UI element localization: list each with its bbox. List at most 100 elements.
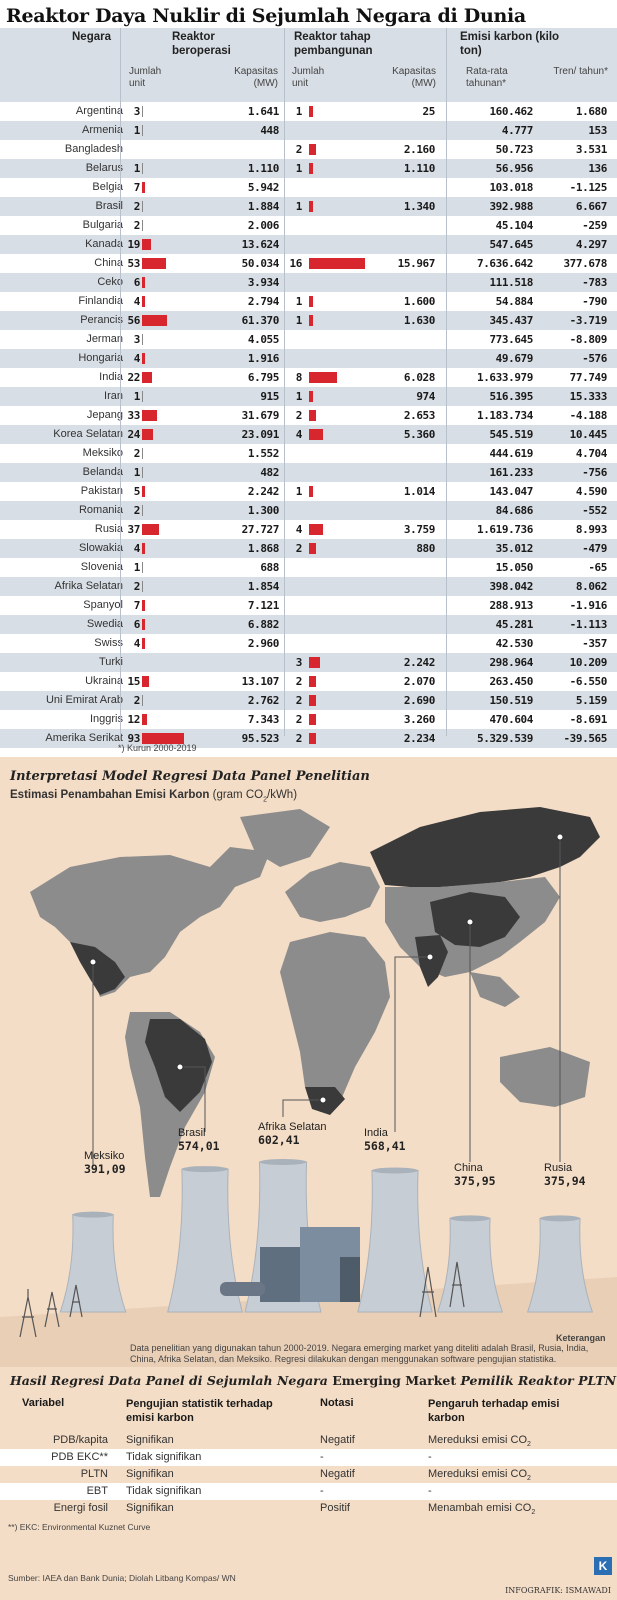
con-capacity: 1.340 (403, 200, 436, 213)
map-africa (280, 932, 390, 1112)
con-capacity: 15.967 (397, 257, 436, 270)
op-units: 6 (133, 618, 141, 631)
con-units: 2 (295, 713, 303, 726)
emission-average: 1.633.979 (476, 371, 533, 384)
model-heading: Interpretasi Model Regresi Data Panel Pe… (10, 769, 370, 784)
op-capacity: 61.370 (241, 314, 280, 327)
con-capacity: 1.600 (403, 295, 436, 308)
con-units-bar (309, 543, 316, 554)
con-units-bar (309, 201, 313, 212)
op-units: 53 (127, 257, 141, 270)
con-units-bar (309, 695, 316, 706)
emission-trend: 3.531 (575, 143, 608, 156)
op-capacity: 482 (260, 466, 279, 479)
op-units-bar (142, 296, 145, 307)
op-units: 2 (133, 580, 141, 593)
op-capacity: 1.884 (247, 200, 280, 213)
table-row: Amerika Serikat 93 95.523 2 2.234 5.329.539 -3… (0, 729, 617, 748)
emission-trend: 10.445 (569, 428, 608, 441)
header-operating: Reaktor beroperasi (172, 31, 231, 57)
emission-average: 392.988 (489, 200, 533, 213)
regression-footnote: **) EKC: Environmental Kuznet Curve (8, 1522, 151, 1532)
table-row: Ceko 6 3.934 111.518 -783 (0, 273, 617, 292)
source-text: Sumber: IAEA dan Bank Dunia; Diolah Litb… (8, 1573, 236, 1583)
table-row: Iran 1 915 1 974 516.395 15.333 (0, 387, 617, 406)
header-country: Negara (72, 31, 111, 43)
table-row: Argentina 3 1.641 1 25 160.462 1.680 (0, 102, 617, 121)
con-capacity: 6.028 (403, 371, 436, 384)
op-capacity: 27.727 (241, 523, 280, 536)
emission-average: 1.183.734 (476, 409, 533, 422)
con-capacity: 25 (422, 105, 436, 118)
credit-text: INFOGRAFIK: ISMAWADI (505, 1586, 611, 1595)
op-units-bar (142, 714, 148, 725)
reg-test: Tidak signifikan (126, 1485, 202, 1497)
sub-em-trend: Tren/ tahun* (553, 66, 608, 77)
country-name: Korea Selatan (53, 428, 123, 440)
reg-notation: - (320, 1451, 324, 1463)
country-name: Swiss (94, 637, 123, 649)
emission-average: 15.050 (495, 561, 534, 574)
con-units-bar (309, 372, 337, 383)
emission-trend: -259 (582, 219, 607, 232)
emission-trend: -1.916 (569, 599, 608, 612)
emission-trend: -1.125 (569, 181, 608, 194)
country-name: Swedia (86, 618, 123, 630)
op-capacity: 13.107 (241, 675, 280, 688)
op-capacity: 1.868 (247, 542, 280, 555)
op-units: 1 (133, 162, 141, 175)
table-row: Rusia 37 27.727 4 3.759 1.619.736 8.993 (0, 520, 617, 539)
country-name: Romania (78, 504, 123, 516)
op-units: 19 (127, 238, 141, 251)
kompas-logo: K (594, 1557, 612, 1575)
op-units: 2 (133, 219, 141, 232)
con-units-bar (309, 486, 313, 497)
op-capacity: 915 (260, 390, 279, 403)
table-row: Meksiko 2 1.552 444.619 4.704 (0, 444, 617, 463)
op-capacity: 2.006 (247, 219, 280, 232)
op-capacity: 95.523 (241, 732, 280, 745)
con-units-bar (309, 733, 316, 744)
table-row: Afrika Selatan 2 1.854 398.042 8.062 (0, 577, 617, 596)
regression-row: Energi fosil Signifikan Positif Menambah em… (0, 1500, 617, 1517)
emission-average: 143.047 (489, 485, 533, 498)
cooling-tower-top (371, 1167, 419, 1174)
cooling-tower-top (539, 1215, 581, 1222)
country-name: Meksiko (82, 447, 123, 459)
emission-trend: 153 (588, 124, 607, 137)
emission-trend: -1.113 (569, 618, 608, 631)
emission-average: 42.530 (495, 637, 534, 650)
op-units: 2 (133, 694, 141, 707)
emission-trend: 77.749 (569, 371, 608, 384)
map-mexico (70, 942, 125, 995)
emission-trend: 1.680 (575, 105, 608, 118)
con-capacity: 974 (416, 390, 435, 403)
op-units-bar (142, 391, 143, 402)
op-units: 1 (133, 124, 141, 137)
op-capacity: 1.552 (247, 447, 280, 460)
op-capacity: 7.121 (247, 599, 280, 612)
con-capacity: 880 (416, 542, 435, 555)
con-units-bar (309, 391, 313, 402)
country-name: Ceko (97, 276, 123, 288)
country-name: Armenia (82, 124, 123, 136)
table-header: Negara Reaktor beroperasi Reaktor tahap … (0, 28, 617, 102)
marker-india (426, 953, 434, 961)
op-capacity: 1.854 (247, 580, 280, 593)
emission-trend: -479 (582, 542, 607, 555)
emission-average: 56.956 (495, 162, 534, 175)
con-units: 16 (289, 257, 303, 270)
table-row: Pakistan 5 2.242 1 1.014 143.047 4.590 (0, 482, 617, 501)
op-units-bar (142, 201, 143, 212)
con-units: 4 (295, 428, 303, 441)
note-title: Keterangan (556, 1333, 606, 1343)
table-row: Slowakia 4 1.868 2 880 35.012 -479 (0, 539, 617, 558)
regression-section: Hasil Regresi Data Panel di Sejumlah Neg… (0, 1367, 617, 1600)
note-text: Data penelitian yang digunakan tahun 200… (130, 1343, 589, 1364)
con-capacity: 2.690 (403, 694, 436, 707)
label-south-africa: Afrika Selatan 602,41 (258, 1121, 327, 1147)
op-units: 1 (133, 390, 141, 403)
op-capacity: 3.934 (247, 276, 280, 289)
op-capacity: 2.762 (247, 694, 280, 707)
regression-heading: Hasil Regresi Data Panel di Sejumlah Neg… (10, 1373, 617, 1388)
